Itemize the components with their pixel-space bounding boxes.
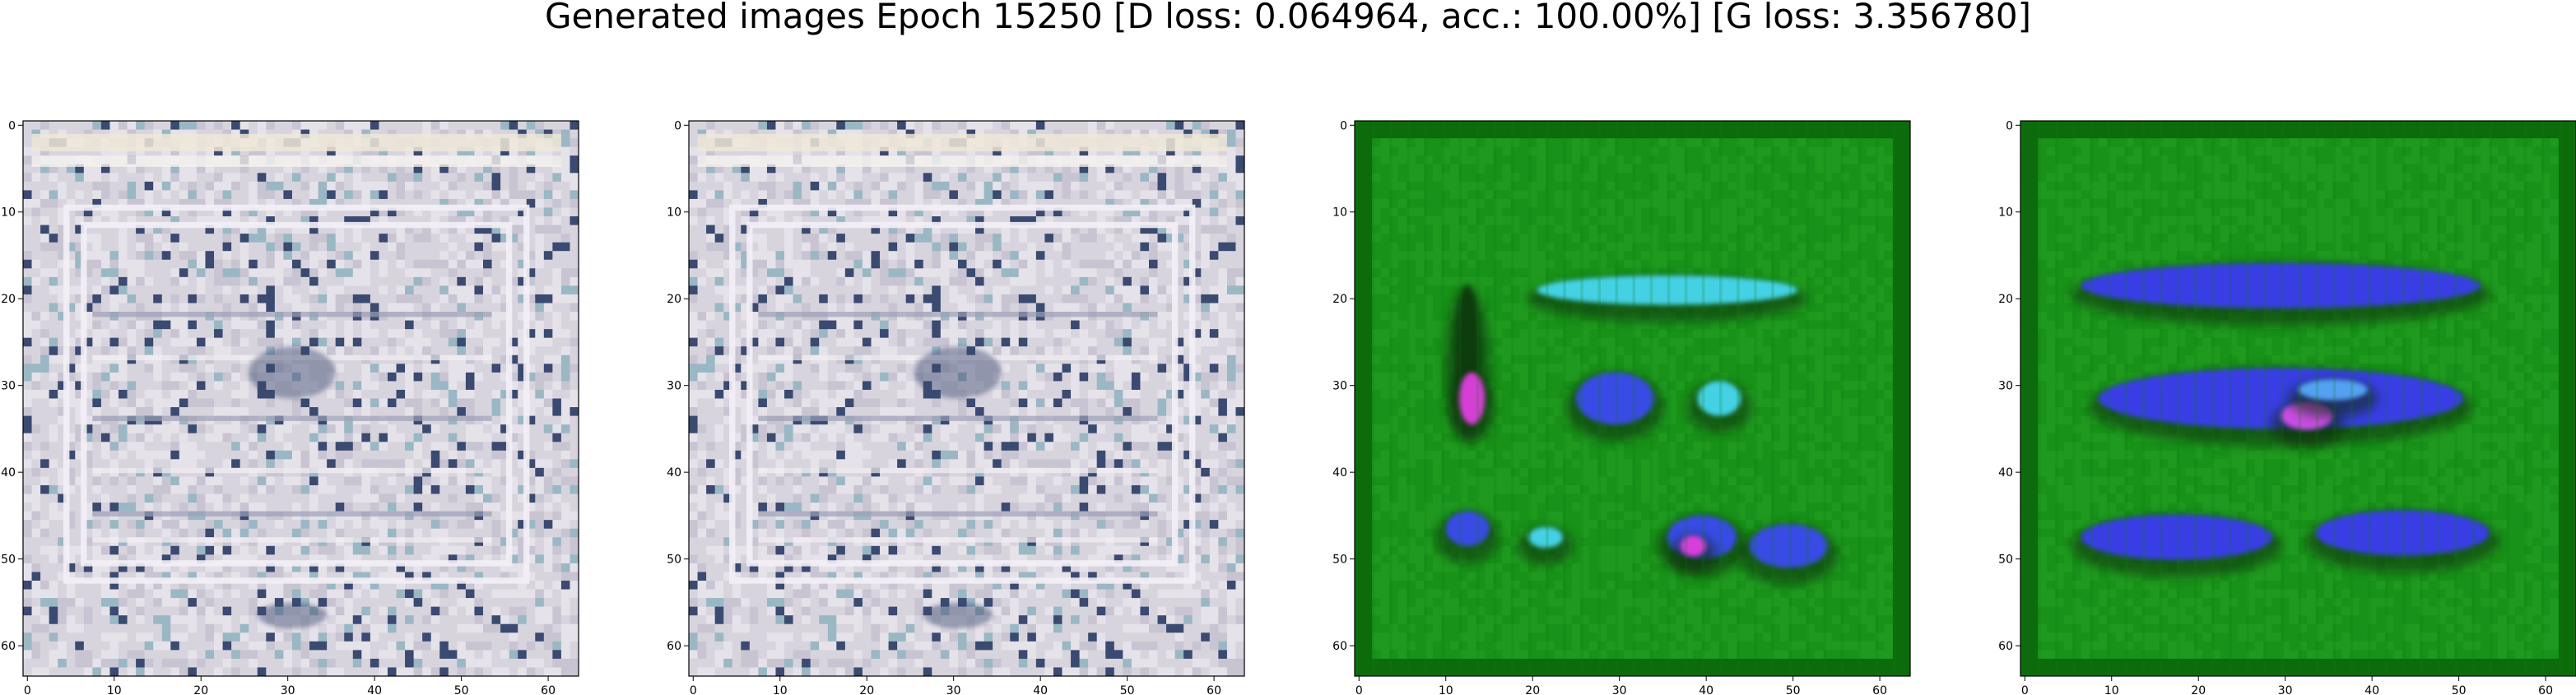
x-tick-60: 60 xyxy=(1207,676,1221,695)
image-panel-4: 0 10 20 30 40 50 60 0 10 20 30 40 50 60 xyxy=(1998,119,2576,695)
svg-text:20: 20 xyxy=(1,293,16,306)
svg-text:50: 50 xyxy=(1,554,16,567)
generated-image-2 xyxy=(689,121,1244,676)
x-tick-20: 20 xyxy=(193,676,208,695)
y-tick-40: 40 xyxy=(1,466,23,480)
y-tick-30: 30 xyxy=(1998,380,2020,393)
svg-text:60: 60 xyxy=(541,684,556,695)
x-tick-40: 40 xyxy=(367,676,382,695)
x-tick-40: 40 xyxy=(1699,676,1713,695)
svg-text:10: 10 xyxy=(107,684,122,695)
x-tick-0: 0 xyxy=(24,676,31,695)
x-tick-40: 40 xyxy=(1033,676,1048,695)
generated-image-1 xyxy=(23,121,579,676)
y-tick-40: 40 xyxy=(1998,466,2020,480)
x-tick-20: 20 xyxy=(2191,676,2206,695)
y-tick-20: 20 xyxy=(667,293,689,306)
y-tick-50: 50 xyxy=(1332,554,1355,567)
y-tick-10: 10 xyxy=(667,206,689,220)
svg-text:0: 0 xyxy=(24,684,31,695)
x-tick-20: 20 xyxy=(1525,676,1540,695)
y-tick-20: 20 xyxy=(1,293,23,306)
axes-frame xyxy=(688,120,1245,677)
x-tick-10: 10 xyxy=(107,676,122,695)
x-tick-20: 20 xyxy=(859,676,874,695)
image-panel-2: 0 10 20 30 40 50 60 0 10 20 30 40 50 60 xyxy=(667,119,1245,695)
svg-text:30: 30 xyxy=(281,684,295,695)
y-tick-60: 60 xyxy=(1332,640,1355,653)
x-tick-0: 0 xyxy=(690,676,697,695)
x-tick-60: 60 xyxy=(541,676,556,695)
svg-text:0: 0 xyxy=(8,119,16,132)
axes-frame xyxy=(2020,120,2576,677)
x-tick-50: 50 xyxy=(454,676,469,695)
y-tick-50: 50 xyxy=(667,554,689,567)
x-tick-10: 10 xyxy=(2104,676,2119,695)
y-tick-20: 20 xyxy=(1998,293,2020,306)
svg-text:20: 20 xyxy=(193,684,208,695)
generated-image-4 xyxy=(2020,121,2576,676)
y-tick-10: 10 xyxy=(1,206,23,220)
y-tick-0: 0 xyxy=(674,119,689,132)
svg-text:50: 50 xyxy=(454,684,469,695)
x-tick-30: 30 xyxy=(946,676,961,695)
svg-text:40: 40 xyxy=(1,466,16,480)
svg-text:30: 30 xyxy=(1,380,16,393)
svg-text:40: 40 xyxy=(367,684,382,695)
y-tick-0: 0 xyxy=(1340,119,1355,132)
y-tick-30: 30 xyxy=(667,380,689,393)
y-tick-10: 10 xyxy=(1332,206,1355,220)
y-tick-0: 0 xyxy=(8,119,23,132)
x-tick-30: 30 xyxy=(1612,676,1627,695)
x-tick-60: 60 xyxy=(2538,676,2553,695)
x-tick-50: 50 xyxy=(2452,676,2467,695)
axes-frame xyxy=(22,120,579,677)
y-tick-60: 60 xyxy=(1998,640,2020,653)
y-tick-10: 10 xyxy=(1998,206,2020,220)
y-tick-50: 50 xyxy=(1998,554,2020,567)
x-tick-10: 10 xyxy=(1439,676,1453,695)
axes-frame xyxy=(1354,120,1911,677)
svg-text:60: 60 xyxy=(1,640,16,653)
y-tick-40: 40 xyxy=(1332,466,1355,480)
x-tick-40: 40 xyxy=(2364,676,2379,695)
x-tick-50: 50 xyxy=(1120,676,1135,695)
svg-text:10: 10 xyxy=(1,206,16,220)
x-tick-0: 0 xyxy=(2021,676,2029,695)
y-tick-30: 30 xyxy=(1,380,23,393)
y-tick-20: 20 xyxy=(1332,293,1355,306)
y-tick-60: 60 xyxy=(667,640,689,653)
y-tick-30: 30 xyxy=(1332,380,1355,393)
x-tick-50: 50 xyxy=(1786,676,1801,695)
y-tick-50: 50 xyxy=(1,554,23,567)
x-tick-30: 30 xyxy=(2278,676,2293,695)
x-tick-30: 30 xyxy=(281,676,295,695)
y-tick-40: 40 xyxy=(667,466,689,480)
y-tick-60: 60 xyxy=(1,640,23,653)
image-panel-3: 0 10 20 30 40 50 60 0 10 20 30 40 50 60 xyxy=(1332,119,1911,695)
generated-image-3 xyxy=(1355,121,1910,676)
image-panel-1: 0 10 20 30 40 50 60 0 10 20 30 40 50 60 xyxy=(1,119,579,695)
x-tick-10: 10 xyxy=(773,676,788,695)
x-tick-60: 60 xyxy=(1872,676,1887,695)
figure-title: Generated images Epoch 15250 [D loss: 0.… xyxy=(544,0,2032,36)
y-tick-0: 0 xyxy=(2006,119,2020,132)
x-tick-0: 0 xyxy=(1355,676,1363,695)
